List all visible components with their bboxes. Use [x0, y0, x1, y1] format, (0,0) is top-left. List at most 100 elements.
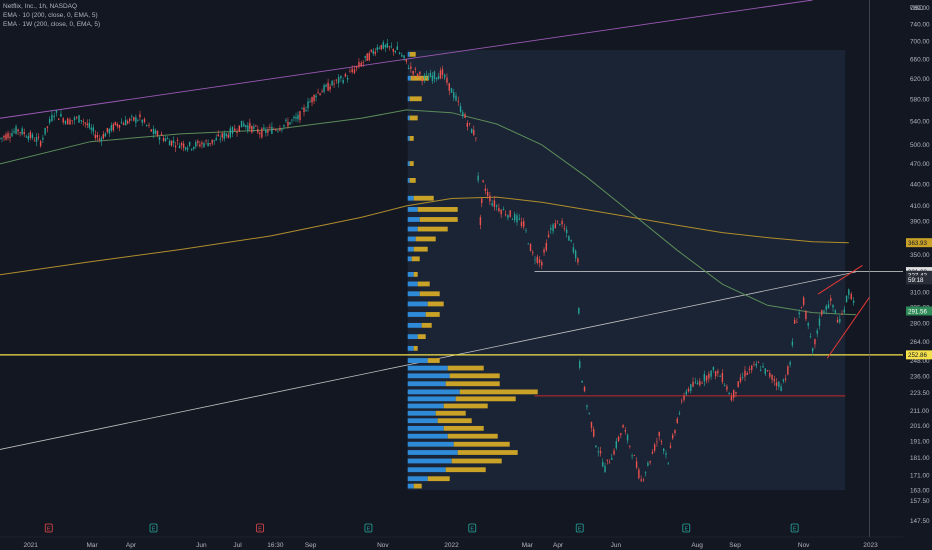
x-tick-label: Mar: [522, 542, 534, 549]
earnings-marker[interactable]: E: [44, 523, 53, 533]
earnings-marker-box: [682, 523, 691, 533]
candle-body: [672, 435, 674, 439]
candle-body: [9, 136, 11, 138]
candle-body: [737, 381, 739, 388]
candle-body: [351, 68, 353, 72]
candle-body: [769, 372, 771, 377]
candle-body: [394, 50, 397, 53]
candle-body: [309, 101, 311, 103]
candle-body: [96, 135, 99, 138]
candle-body: [392, 48, 395, 52]
highlight-rect: [407, 50, 846, 491]
vp-bar-blue: [407, 178, 410, 183]
candle-body: [303, 107, 305, 113]
vp-bar-gold: [409, 178, 416, 183]
symbol-line[interactable]: Netflix, Inc., 1h, NASDAQ: [3, 3, 78, 10]
candle-body: [139, 114, 141, 118]
earnings-marker[interactable]: E: [790, 523, 799, 533]
ema-legend-1[interactable]: EMA · 10 (200, close, 0, EMA, 5): [3, 12, 98, 19]
candle-body: [570, 240, 572, 242]
candle-body: [221, 133, 223, 138]
vp-bar-blue: [407, 345, 414, 351]
purple-line[interactable]: [0, 0, 813, 119]
candle-body: [215, 137, 217, 141]
candle-body: [193, 146, 195, 149]
candle-body: [773, 379, 776, 382]
y-tick-label: 780.00: [910, 5, 930, 12]
x-tick-label: 16:30: [267, 542, 284, 549]
candle-body: [489, 195, 491, 202]
candle-body: [602, 462, 604, 467]
y-tick-label: 540.00: [910, 118, 930, 125]
earnings-marker[interactable]: E: [256, 523, 264, 533]
wedge-lower[interactable]: [826, 296, 871, 359]
upper-channel-line[interactable]: [0, 0, 813, 119]
candle-body: [213, 140, 215, 142]
earnings-marker[interactable]: E: [682, 523, 691, 533]
price-label-text: 291.56: [908, 308, 927, 315]
vp-bar-blue: [407, 291, 420, 297]
vp-bar-blue: [407, 450, 458, 455]
candle-body: [53, 115, 55, 118]
candle-body: [190, 148, 193, 150]
candle-body: [760, 369, 762, 371]
candle-body: [1, 137, 3, 139]
vp-bar-gold: [445, 467, 486, 473]
candle-body: [613, 450, 615, 455]
vp-bar-gold: [425, 312, 440, 317]
price-label-text: 59:18: [908, 277, 924, 284]
vp-bar-gold: [437, 418, 472, 424]
y-tick-label: 280.00: [910, 321, 930, 328]
candle-body: [289, 122, 291, 125]
candle-body: [102, 133, 105, 139]
candle-body: [839, 318, 841, 323]
vp-bar-gold: [409, 51, 416, 57]
earnings-marker[interactable]: E: [575, 523, 584, 533]
candle-body: [437, 76, 440, 80]
candle-body: [275, 129, 277, 131]
x-tick-label: 2021: [23, 542, 38, 549]
wedge-upper[interactable]: [817, 265, 863, 295]
candle-body: [158, 137, 161, 140]
candle-body: [604, 465, 606, 473]
candle-body: [484, 188, 487, 191]
time-axis[interactable]: 2021 Mar Apr Jun Jul 16:30 Sep Nov 2022 Mar Apr Jun…: [0, 536, 903, 549]
vp-bar-gold: [417, 281, 430, 287]
currency-label: USD: [910, 5, 924, 12]
candle-body: [253, 126, 255, 129]
candle-body: [92, 127, 95, 132]
date-range-highlight: [407, 50, 846, 491]
candle-body: [335, 79, 338, 81]
candle-body: [608, 462, 611, 464]
x-tick-label: Mar: [87, 542, 99, 549]
candle-body: [64, 121, 67, 124]
candle-body: [464, 114, 466, 118]
rising-wedge-lines[interactable]: [817, 265, 871, 359]
earnings-marker[interactable]: E: [468, 523, 477, 533]
price-label: 59:18: [906, 275, 932, 285]
vp-bar-blue: [407, 195, 414, 201]
candle-body: [800, 306, 803, 308]
candle-body: [762, 366, 764, 368]
candle-body: [219, 138, 221, 140]
candle-body: [579, 361, 581, 368]
ema-legend-2[interactable]: EMA · 1W (200, close, 0, EMA, 5): [3, 21, 101, 28]
candle-body: [263, 127, 265, 130]
earnings-marker[interactable]: E: [364, 523, 373, 533]
candle-body: [755, 363, 757, 366]
candle-body: [25, 136, 27, 138]
candle-body: [834, 310, 836, 313]
x-tick-label: Nov: [377, 542, 389, 549]
candle-body: [789, 361, 791, 365]
horizontal-levels[interactable]: [0, 271, 903, 397]
candles: [0, 38, 855, 483]
earnings-marker[interactable]: E: [149, 523, 158, 533]
candle-body: [114, 121, 117, 125]
candle-body: [269, 127, 271, 128]
earnings-marker-box: [790, 523, 799, 533]
candle-body: [384, 44, 386, 48]
candle-body: [42, 137, 44, 140]
candle-body: [249, 122, 251, 129]
